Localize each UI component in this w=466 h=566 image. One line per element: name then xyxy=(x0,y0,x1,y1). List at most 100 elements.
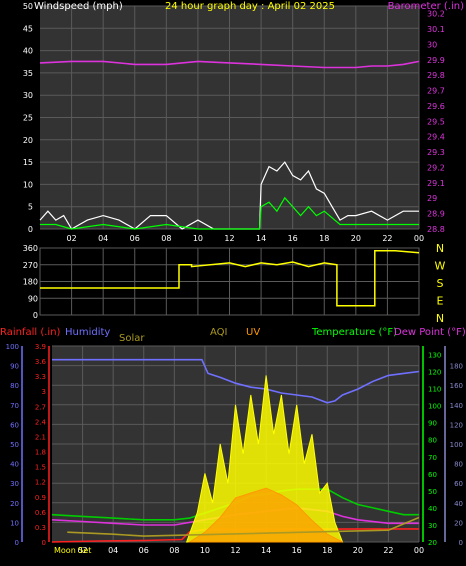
humidity-tick: 50 xyxy=(10,441,19,449)
environment-panel: 010203040506070809010000.30.60.91.21.51.… xyxy=(0,327,466,555)
humidity-tick: 100 xyxy=(6,343,19,351)
rain-tick: 2.7 xyxy=(35,403,46,411)
wind-panel: 0 5 10 15 20 25 30 35 40 45 50 02 04 06 08 10 12 14 16 18 20… xyxy=(23,1,464,243)
humidity-tick: 40 xyxy=(10,461,19,469)
rain-tick: 0.3 xyxy=(35,524,46,532)
rain-tick: 1.8 xyxy=(35,449,46,457)
series-humidity xyxy=(52,358,420,404)
direction-y-tick: 0 xyxy=(33,311,38,320)
baro-y-tick: 29.8 xyxy=(427,71,445,80)
rain-tick: 3.6 xyxy=(35,358,47,366)
series-barometer-in- xyxy=(39,60,420,69)
temp-tick: 120 xyxy=(428,369,441,377)
baro-y-tick: 29.6 xyxy=(427,102,445,111)
solar-tick: 140 xyxy=(450,402,463,410)
wind-x-tick: 12 xyxy=(224,234,234,243)
wind-x-tick: 16 xyxy=(288,234,298,243)
baro-y-tick: 30.1 xyxy=(427,25,445,34)
wind-y-tick: 20 xyxy=(23,136,33,145)
baro-y-tick: 29.2 xyxy=(427,163,445,172)
legend-item: Dew Point (°F) xyxy=(394,327,466,338)
rain-tick: 2.1 xyxy=(35,433,46,441)
temp-tick: 130 xyxy=(428,352,441,360)
baro-axis-label: Barometer (.in) xyxy=(388,1,464,12)
series-direction xyxy=(40,250,420,307)
chart-title: 24 hour graph day : April 02 2025 xyxy=(165,1,335,12)
baro-y-tick: 28.8 xyxy=(427,225,445,234)
legend-item: Temperature (°F) xyxy=(311,327,397,338)
wind-y-tick: 25 xyxy=(23,114,33,123)
wind-x-tick: 20 xyxy=(351,234,361,243)
temp-tick: 100 xyxy=(428,403,441,411)
temp-tick: 30 xyxy=(428,522,437,530)
env-x-tick: 04 xyxy=(108,546,118,555)
solar-tick: 160 xyxy=(450,382,463,390)
humidity-tick: 20 xyxy=(10,500,19,508)
compass-label: E xyxy=(437,295,444,308)
wind-x-tick: 22 xyxy=(382,234,392,243)
solar-tick: 40 xyxy=(454,500,463,508)
rain-tick: 2.4 xyxy=(35,418,47,426)
temp-tick: 60 xyxy=(428,471,437,479)
rain-tick: 3.3 xyxy=(35,373,46,381)
wind-x-tick: 18 xyxy=(319,234,329,243)
wind-y-tick: 10 xyxy=(23,180,33,189)
baro-y-tick: 29.5 xyxy=(427,117,445,126)
wind-x-tick: 08 xyxy=(161,234,171,243)
env-x-tick: 16 xyxy=(292,546,302,555)
wind-x-tick: 00 xyxy=(414,234,424,243)
temp-tick: 110 xyxy=(428,386,441,394)
humidity-tick: 90 xyxy=(10,363,19,371)
humidity-tick: 30 xyxy=(10,480,19,488)
humidity-tick: 0 xyxy=(15,539,19,547)
temp-tick: 80 xyxy=(428,437,437,445)
direction-y-tick: 270 xyxy=(23,261,38,270)
compass-label: N xyxy=(436,242,444,255)
temp-tick: 90 xyxy=(428,420,437,428)
rain-tick: 3 xyxy=(42,388,46,396)
env-x-tick: 22 xyxy=(383,546,393,555)
humidity-tick: 70 xyxy=(10,402,19,410)
series-uv xyxy=(187,487,343,543)
direction-y-tick: 180 xyxy=(23,278,38,287)
series-solar xyxy=(185,375,344,543)
wind-x-tick: 06 xyxy=(130,234,140,243)
series-gust xyxy=(39,161,419,230)
compass-label: W xyxy=(435,260,446,273)
direction-y-tick: 90 xyxy=(28,294,38,303)
compass-label: S xyxy=(437,277,444,290)
wind-y-tick: 40 xyxy=(23,47,33,56)
wind-y-tick: 50 xyxy=(23,2,33,11)
rain-tick: 3.9 xyxy=(35,343,46,351)
series-wind-speed xyxy=(40,196,419,230)
wind-y-tick: 35 xyxy=(23,69,33,78)
legend-item: Rainfall (.in) xyxy=(0,327,61,338)
humidity-tick: 80 xyxy=(10,382,19,390)
legend-item: Humidity xyxy=(65,327,110,338)
temp-tick: 50 xyxy=(428,488,437,496)
solar-tick: 20 xyxy=(454,519,463,527)
baro-y-tick: 30.2 xyxy=(427,10,445,19)
temp-tick: 70 xyxy=(428,454,437,462)
wind-y-tick: 30 xyxy=(23,91,33,100)
solar-tick: 80 xyxy=(454,461,463,469)
env-x-tick: 18 xyxy=(322,546,332,555)
baro-y-tick: 29 xyxy=(427,194,437,203)
baro-y-tick: 29.3 xyxy=(427,148,445,157)
env-x-tick: 14 xyxy=(261,546,271,555)
wind-x-tick: 02 xyxy=(66,234,76,243)
env-x-tick: 00 xyxy=(414,546,424,555)
rain-tick: 1.5 xyxy=(35,464,46,472)
solar-tick: 0 xyxy=(459,539,463,547)
wind-y-tick: 15 xyxy=(23,158,33,167)
baro-y-tick: 28.9 xyxy=(427,210,445,219)
env-x-tick: 10 xyxy=(200,546,210,555)
rain-tick: 0.6 xyxy=(35,509,47,517)
env-x-tick: 12 xyxy=(230,546,240,555)
env-x-tick: 06 xyxy=(139,546,149,555)
rain-tick: 0.9 xyxy=(35,494,46,502)
temp-tick: 40 xyxy=(428,505,437,513)
baro-y-tick: 29.7 xyxy=(427,87,445,96)
